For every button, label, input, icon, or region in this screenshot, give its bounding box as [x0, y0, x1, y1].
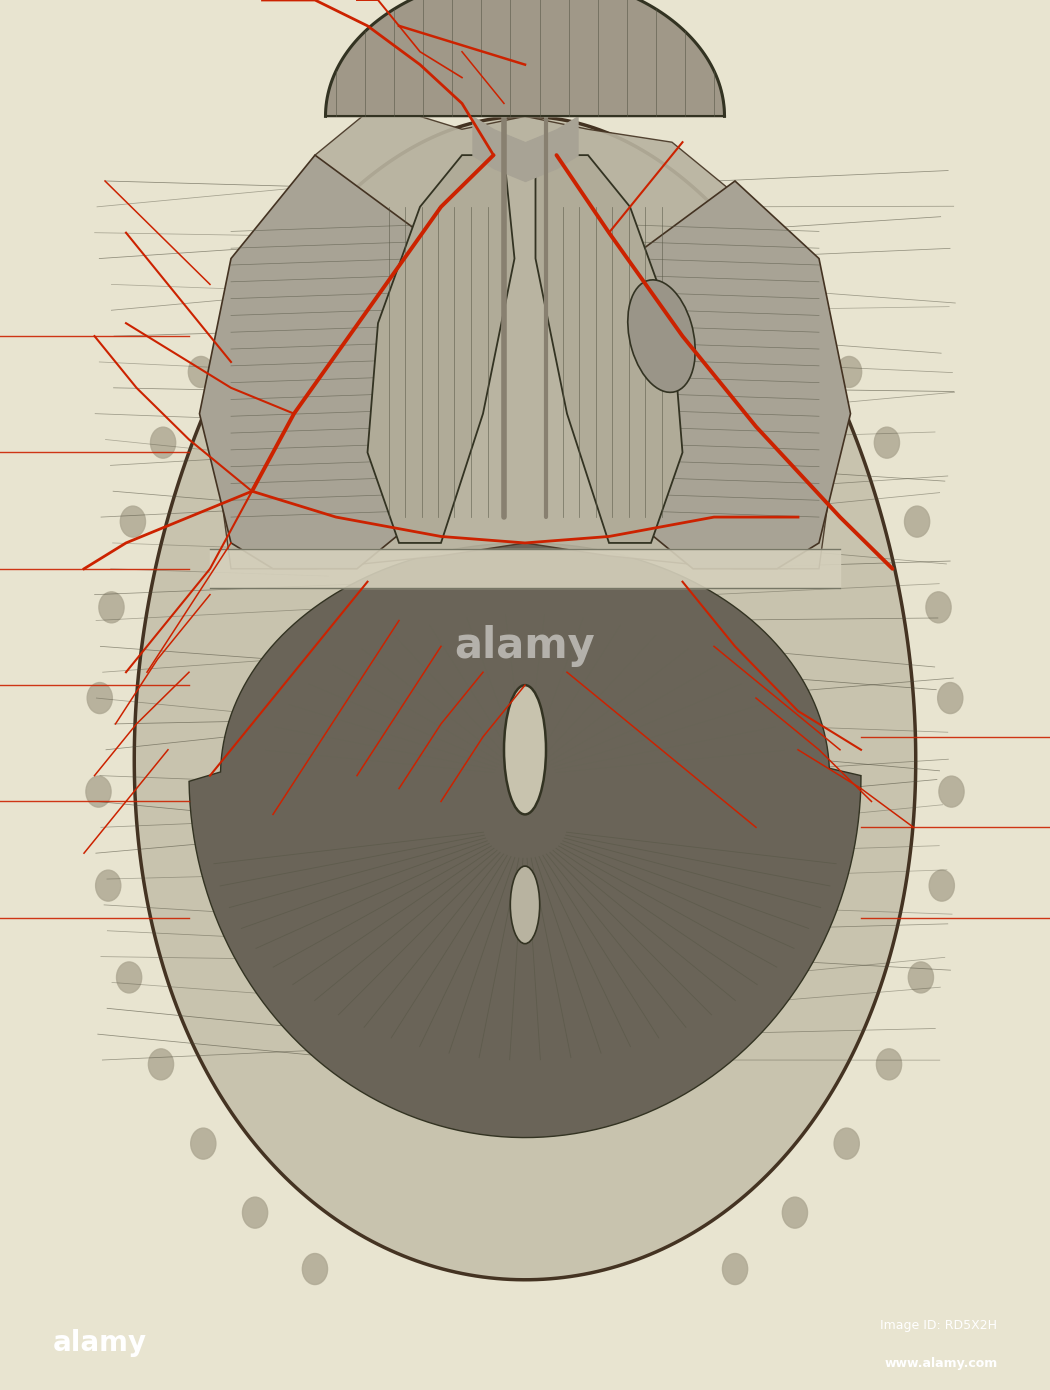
Circle shape	[87, 682, 112, 713]
Circle shape	[439, 1320, 464, 1352]
Circle shape	[792, 295, 817, 327]
Polygon shape	[536, 156, 682, 543]
Circle shape	[282, 245, 308, 275]
Circle shape	[877, 1049, 902, 1080]
Ellipse shape	[510, 866, 540, 944]
Circle shape	[875, 427, 900, 459]
Circle shape	[191, 1129, 216, 1159]
Circle shape	[99, 592, 124, 623]
Circle shape	[86, 776, 111, 808]
Text: www.alamy.com: www.alamy.com	[884, 1357, 998, 1371]
Circle shape	[117, 962, 142, 992]
Circle shape	[233, 295, 258, 327]
Polygon shape	[200, 156, 462, 569]
Circle shape	[188, 356, 213, 388]
Text: alamy: alamy	[52, 1329, 147, 1357]
Text: Image ID: RD5X2H: Image ID: RD5X2H	[881, 1319, 997, 1332]
Circle shape	[939, 776, 964, 808]
Ellipse shape	[628, 279, 695, 392]
Ellipse shape	[504, 685, 546, 815]
Circle shape	[369, 1295, 394, 1326]
Circle shape	[904, 506, 929, 537]
Text: alamy: alamy	[455, 626, 595, 667]
Circle shape	[908, 962, 933, 992]
Polygon shape	[189, 543, 861, 1137]
Circle shape	[742, 245, 768, 275]
Circle shape	[782, 1197, 807, 1229]
Circle shape	[656, 1295, 681, 1326]
Circle shape	[938, 682, 963, 713]
Circle shape	[150, 427, 175, 459]
Circle shape	[302, 1254, 328, 1284]
Circle shape	[586, 1320, 611, 1352]
Polygon shape	[210, 103, 840, 569]
Circle shape	[243, 1197, 268, 1229]
Circle shape	[834, 1129, 859, 1159]
Polygon shape	[368, 156, 514, 543]
Circle shape	[722, 1254, 748, 1284]
Circle shape	[121, 506, 146, 537]
Circle shape	[837, 356, 862, 388]
Polygon shape	[588, 181, 850, 569]
Circle shape	[929, 870, 954, 901]
Polygon shape	[134, 117, 916, 1280]
Circle shape	[512, 1330, 538, 1361]
Circle shape	[96, 870, 121, 901]
Circle shape	[148, 1049, 173, 1080]
Circle shape	[926, 592, 951, 623]
